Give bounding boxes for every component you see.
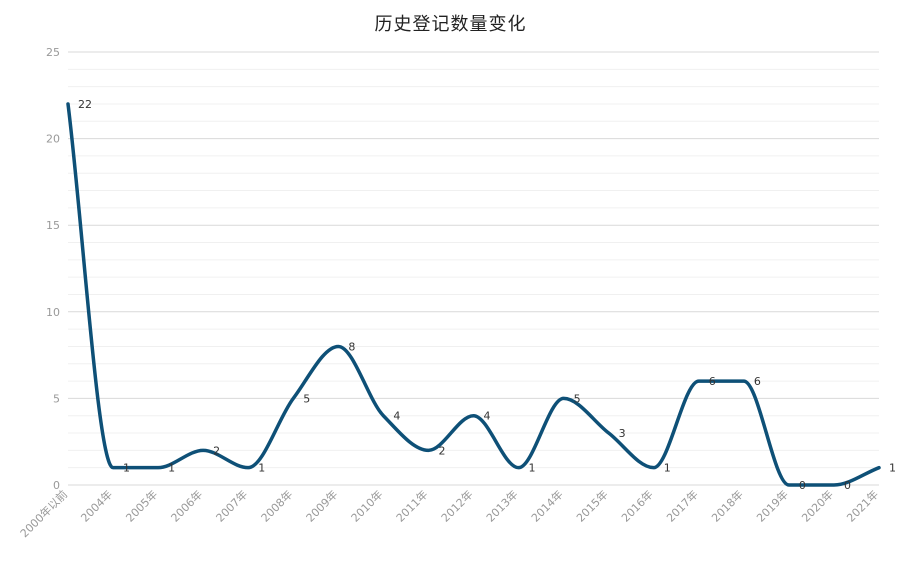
x-tick-label: 2006年 [168, 487, 205, 524]
data-label: 2 [213, 444, 220, 457]
data-label: 4 [393, 410, 400, 423]
grid-lines [68, 51, 879, 486]
x-tick-label: 2018年 [708, 487, 745, 524]
x-tick-label: 2015年 [573, 487, 610, 524]
x-tick-label: 2020年 [799, 487, 836, 524]
data-label: 6 [709, 375, 716, 388]
y-tick-label: 10 [46, 306, 60, 319]
data-label: 1 [529, 462, 536, 475]
y-tick-label: 5 [53, 392, 60, 405]
x-tick-label: 2019年 [754, 487, 791, 524]
data-label: 0 [844, 479, 851, 492]
data-label: 6 [754, 375, 761, 388]
x-tick-label: 2016年 [618, 487, 655, 524]
y-tick-label: 25 [46, 46, 60, 59]
y-tick-label: 0 [53, 479, 60, 492]
data-label: 0 [799, 479, 806, 492]
y-tick-label: 15 [46, 219, 60, 232]
data-label: 22 [78, 98, 92, 111]
data-label: 2 [438, 444, 445, 457]
data-label: 1 [889, 462, 896, 475]
data-label: 1 [664, 462, 671, 475]
chart-title: 历史登记数量变化 [374, 14, 527, 35]
data-label: 8 [348, 340, 355, 353]
data-label: 5 [574, 392, 581, 405]
y-tick-label: 20 [46, 133, 60, 146]
x-tick-label: 2009年 [303, 487, 340, 524]
series-line [66, 102, 881, 487]
x-tick-label: 2005年 [123, 487, 160, 524]
data-label: 1 [168, 462, 175, 475]
x-tick-label: 2012年 [438, 487, 475, 524]
x-tick-label: 2010年 [348, 487, 385, 524]
x-tick-label: 2007年 [213, 487, 250, 524]
x-tick-label: 2000年以前 [17, 487, 70, 540]
x-tick-label: 2004年 [78, 487, 115, 524]
data-label: 1 [123, 462, 130, 475]
x-tick-label: 2011年 [393, 487, 430, 524]
x-tick-label: 2014年 [528, 487, 565, 524]
data-label: 4 [484, 410, 491, 423]
x-tick-label: 2013年 [483, 487, 520, 524]
x-tick-label: 2008年 [258, 487, 295, 524]
x-tick-label: 2017年 [663, 487, 700, 524]
data-label: 3 [619, 427, 626, 440]
data-label: 5 [303, 392, 310, 405]
x-tick-label: 2021年 [844, 487, 881, 524]
data-label: 1 [258, 462, 265, 475]
